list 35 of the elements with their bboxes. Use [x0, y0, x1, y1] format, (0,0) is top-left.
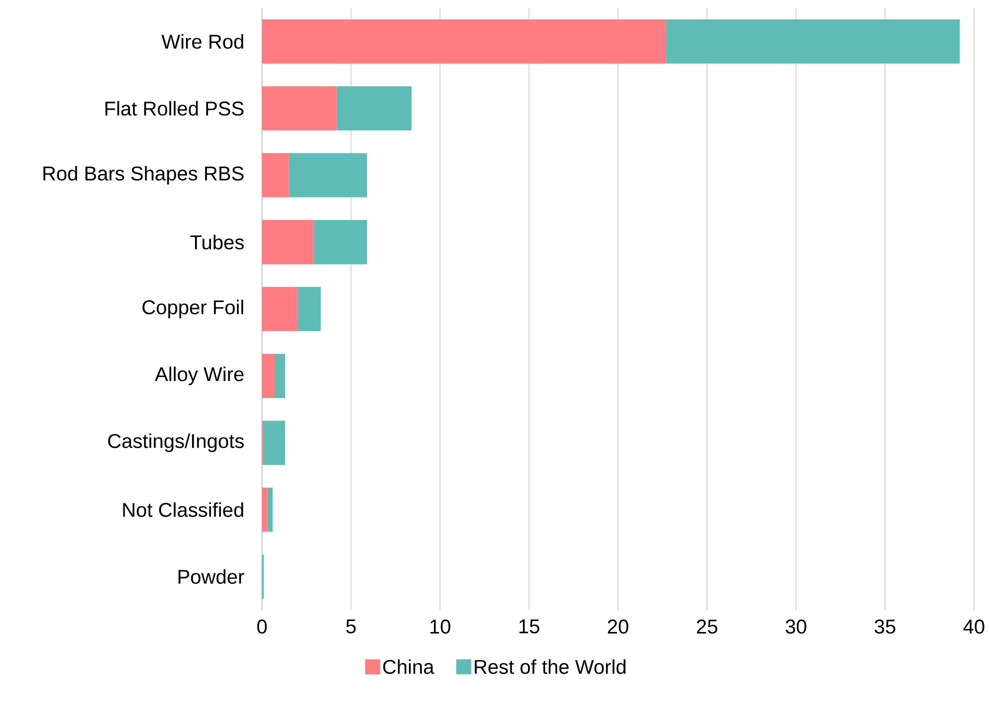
y-tick-label: Wire Rod: [162, 34, 244, 49]
x-tick-label: 40: [963, 620, 984, 634]
bar: [262, 19, 666, 64]
y-tick-label: Not Classified: [123, 502, 244, 517]
x-tick-label: 20: [608, 620, 628, 634]
y-tick-label: Tubes: [190, 234, 244, 250]
x-tick-label: 10: [430, 620, 450, 634]
y-tick-label: Alloy Wire: [154, 366, 244, 386]
y-tick-label: Rod Bars Shapes RBS: [43, 166, 244, 185]
bar: [336, 86, 412, 130]
y-tick-label: Copper Foil: [142, 300, 244, 318]
bar: [267, 488, 273, 532]
y-tick-label: Flat Rolled PSS: [105, 101, 244, 116]
y-tick-label: Powder: [178, 569, 244, 584]
x-tick-label: 5: [346, 620, 356, 634]
x-tick-label: 15: [519, 620, 540, 634]
bar: [262, 286, 298, 332]
legend-label: China: [383, 659, 434, 674]
x-tick-label: 35: [874, 620, 896, 634]
bar: [262, 86, 337, 130]
bar: [262, 220, 314, 264]
bar: [262, 354, 274, 398]
bar: [314, 220, 368, 264]
x-tick-label: 0: [257, 620, 267, 634]
bar: [666, 19, 960, 64]
legend-label: Rest of the World: [474, 659, 626, 674]
bar: [298, 286, 321, 332]
x-tick-label: 30: [786, 620, 806, 634]
y-tick-label: Castings/Ingots: [108, 434, 244, 452]
bar: [262, 488, 268, 532]
bar: [262, 153, 289, 198]
bar: [262, 420, 286, 465]
bar: [288, 153, 368, 198]
x-tick-label: 25: [696, 620, 718, 634]
bar: [274, 354, 286, 398]
